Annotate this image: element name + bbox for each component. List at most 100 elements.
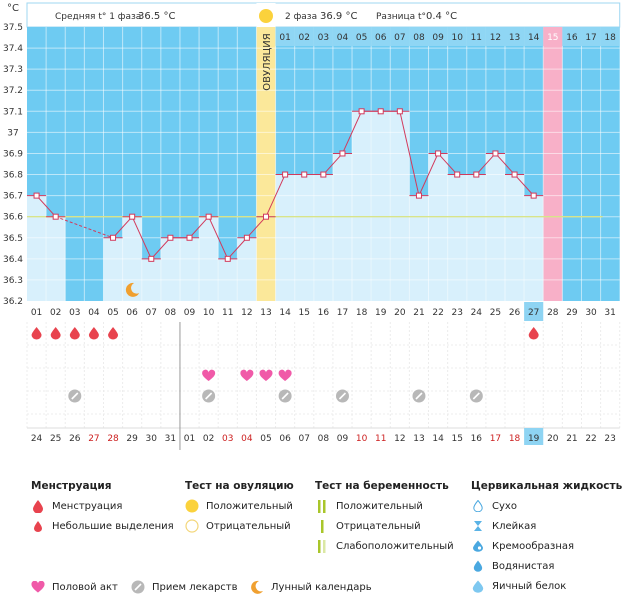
y-tick-label: 36.8 <box>3 171 23 181</box>
x-day-label: 06 <box>126 308 138 318</box>
single-bar-icon <box>315 519 329 533</box>
legend-label: Прием лекарств <box>152 581 238 593</box>
line-segment <box>342 111 363 154</box>
legend-item-dry: Сухо <box>471 496 622 516</box>
x-day-label: 03 <box>69 308 80 318</box>
cycle-day-cell <box>485 27 505 46</box>
x-day-label: 26 <box>509 308 521 318</box>
cycle-day-label: 15 <box>547 33 558 43</box>
temp-point <box>320 171 327 178</box>
calendar-day-label: 12 <box>394 434 405 444</box>
diff-value: 0.4 °C <box>426 11 457 22</box>
temp-point <box>492 150 499 157</box>
legend-item-sticky: Клейкая <box>471 516 622 536</box>
y-tick-label: 36.7 <box>3 192 23 202</box>
x-day-label: 02 <box>50 308 61 318</box>
drop-icon <box>31 499 45 513</box>
legend-label: Менструация <box>52 500 123 512</box>
calendar-day-label: 15 <box>451 434 462 444</box>
temp-bar <box>103 237 123 301</box>
temp-point <box>377 108 384 115</box>
line-segment <box>495 153 515 175</box>
calendar-day-label: 01 <box>184 434 195 444</box>
calendar-day-label: 03 <box>222 434 233 444</box>
cycle-day-label: 03 <box>318 33 329 43</box>
legend-pregnancy-title: Тест на беременность <box>315 480 449 492</box>
y-tick-label: 36.5 <box>3 234 23 244</box>
temp-point <box>33 192 40 199</box>
temp-point <box>186 234 193 241</box>
temp-point <box>435 150 442 157</box>
legend-label: Яичный белок <box>492 580 567 592</box>
cycle-day-cell <box>562 27 582 46</box>
cycle-day-cell <box>505 27 525 46</box>
calendar-day-label: 21 <box>566 434 577 444</box>
temp-point <box>473 171 480 178</box>
x-day-label: 19 <box>375 308 387 318</box>
y-tick-label: 37.4 <box>3 44 23 54</box>
temp-point <box>396 108 403 115</box>
pill-icon <box>131 580 145 594</box>
y-tick-label: 37 <box>7 128 18 138</box>
temp-bar <box>237 237 257 301</box>
pink-column <box>543 46 563 301</box>
pill-stripe <box>281 392 289 400</box>
legend-moon: Лунный календарь <box>250 580 372 594</box>
temp-bar <box>352 111 372 301</box>
moon-icon <box>250 580 264 594</box>
calendar-day-label: 20 <box>547 434 559 444</box>
line-segment <box>322 153 343 175</box>
temp-bar <box>332 153 353 301</box>
temp-point <box>454 171 461 178</box>
y-tick-label: 36.2 <box>3 297 23 307</box>
legend-medication: Прием лекарств <box>131 580 238 594</box>
temp-bar <box>428 153 448 301</box>
legend-item-ovulation-positive: Положительный <box>185 496 294 516</box>
drop-large-icon <box>471 579 485 593</box>
legend-pregnancy-test: Тест на беременность Положительный Отриц… <box>315 480 454 556</box>
cycle-day-cell <box>581 27 601 46</box>
calendar-day-label: 08 <box>318 434 330 444</box>
cycle-day-cell <box>352 27 372 46</box>
heart-icon <box>259 369 273 381</box>
x-day-label: 12 <box>241 308 252 318</box>
cycle-day-cell <box>390 27 410 46</box>
legend-label: Лунный календарь <box>271 581 372 593</box>
x-day-label: 16 <box>318 308 330 318</box>
legend-menstruation-title: Менструация <box>31 480 112 492</box>
drop-icon <box>69 327 80 340</box>
calendar-day-label: 10 <box>356 434 368 444</box>
legend-label: Положительный <box>206 500 293 512</box>
drop-filled-icon <box>471 559 485 573</box>
line-segment <box>227 237 248 260</box>
line-segment-dashed <box>55 216 114 239</box>
unit-label: °C <box>7 3 19 14</box>
x-day-label: 13 <box>260 308 271 318</box>
line-segment <box>189 216 210 239</box>
calendar-day-label: 14 <box>432 434 444 444</box>
cycle-day-label: 10 <box>451 33 463 43</box>
legend-label: Кремообразная <box>492 540 575 552</box>
cycle-day-label: 06 <box>375 33 387 43</box>
x-day-label: 07 <box>146 308 157 318</box>
pill-stripe <box>338 392 347 400</box>
x-day-label: 21 <box>413 308 424 318</box>
calendar-day-label: 04 <box>241 434 253 444</box>
ovulation-test-positive-icon <box>259 9 273 23</box>
legend-item-pregnancy-positive: Положительный <box>315 496 454 516</box>
heart-icon <box>278 369 292 381</box>
calendar-day-label: 22 <box>585 434 596 444</box>
diff-label: Разница t° <box>376 12 426 22</box>
cycle-day-label: 08 <box>413 33 425 43</box>
calendar-day-label: 29 <box>126 434 138 444</box>
calendar-day-label: 13 <box>413 434 424 444</box>
x-day-label: 08 <box>165 308 177 318</box>
month-label: Март <box>28 449 55 450</box>
cycle-day-label: 11 <box>471 33 482 43</box>
calendar-day-label: 16 <box>471 434 483 444</box>
temp-bar <box>160 237 180 301</box>
cycle-day-label: 04 <box>337 33 349 43</box>
pill-stripe <box>472 392 480 400</box>
calendar-day-label: 25 <box>50 434 61 444</box>
